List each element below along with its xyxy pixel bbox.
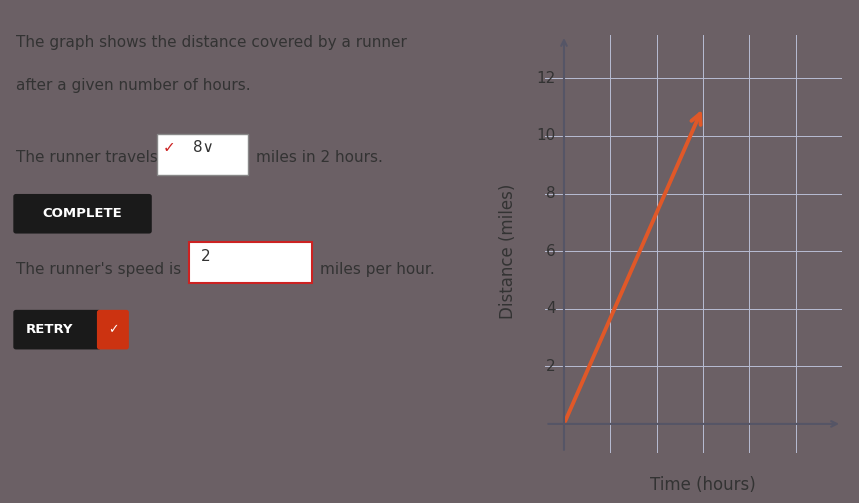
- Text: The graph shows the distance covered by a runner: The graph shows the distance covered by …: [16, 35, 407, 50]
- Text: COMPLETE: COMPLETE: [43, 207, 123, 220]
- Text: The runner's speed is: The runner's speed is: [16, 262, 181, 277]
- Text: 4: 4: [546, 301, 556, 316]
- Text: The runner travels: The runner travels: [16, 150, 158, 165]
- Text: after a given number of hours.: after a given number of hours.: [16, 78, 251, 93]
- Text: miles in 2 hours.: miles in 2 hours.: [256, 150, 382, 165]
- Text: 8: 8: [546, 186, 556, 201]
- Text: ✓: ✓: [162, 140, 175, 155]
- FancyBboxPatch shape: [97, 310, 129, 350]
- Text: 10: 10: [536, 128, 556, 143]
- Text: 2: 2: [201, 249, 211, 265]
- FancyBboxPatch shape: [14, 310, 101, 350]
- Text: 6: 6: [546, 243, 556, 259]
- Text: miles per hour.: miles per hour.: [320, 262, 435, 277]
- Text: Distance (miles): Distance (miles): [499, 184, 517, 319]
- Text: Time (hours): Time (hours): [650, 476, 756, 494]
- Text: ✓: ✓: [107, 323, 119, 336]
- Text: 12: 12: [536, 71, 556, 86]
- FancyBboxPatch shape: [157, 134, 247, 175]
- Text: 2: 2: [546, 359, 556, 374]
- FancyBboxPatch shape: [14, 194, 152, 233]
- Text: 8∨: 8∨: [192, 140, 214, 155]
- FancyBboxPatch shape: [189, 242, 312, 283]
- Text: RETRY: RETRY: [26, 323, 73, 336]
